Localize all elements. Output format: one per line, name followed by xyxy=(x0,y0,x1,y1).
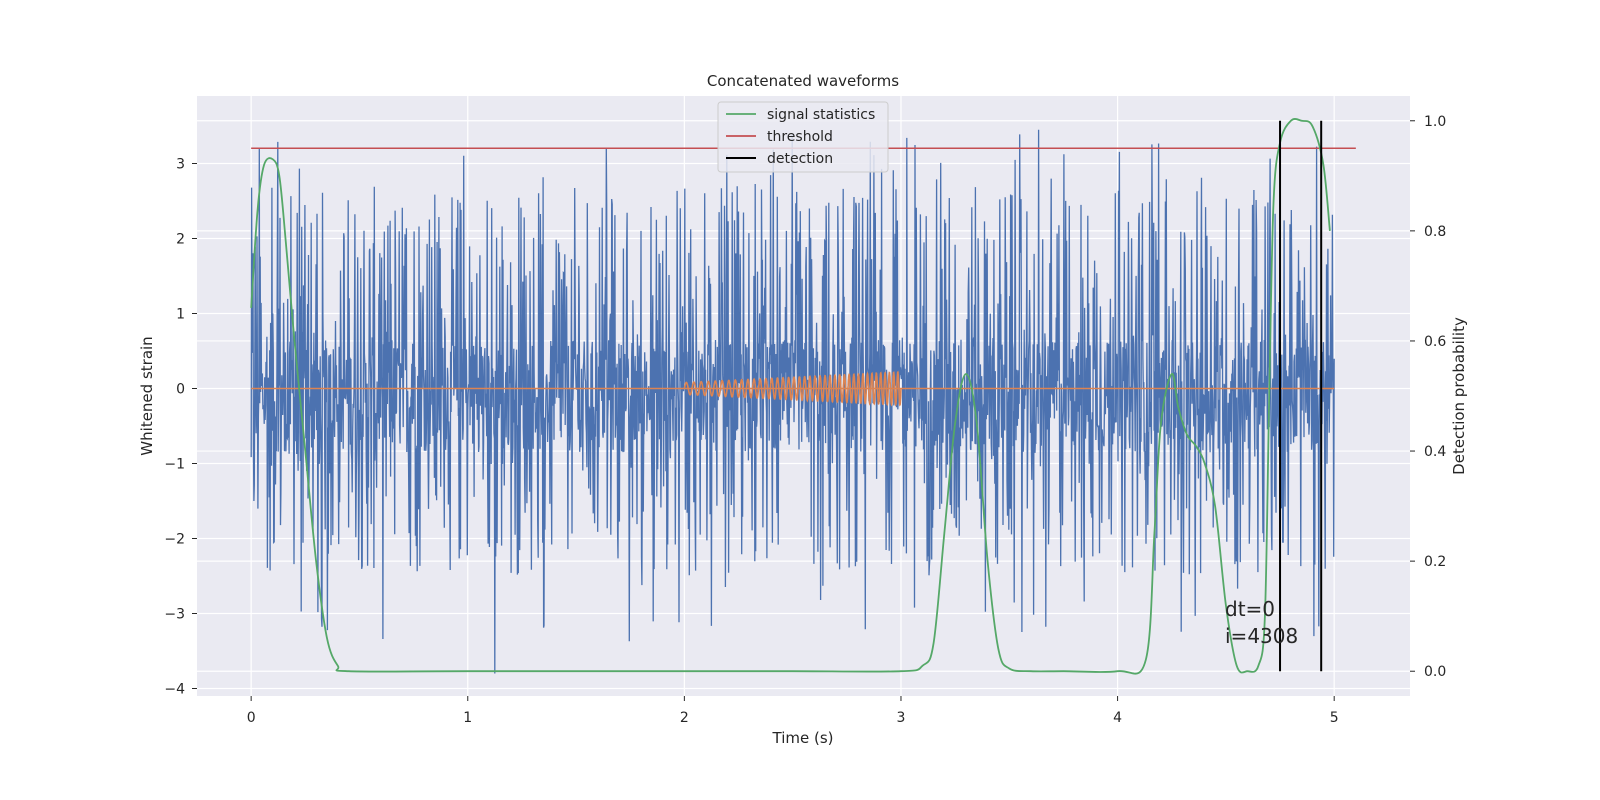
legend-label-detection: detection xyxy=(767,151,833,167)
x-tick-label: 5 xyxy=(1330,710,1339,726)
strain-series xyxy=(250,129,1335,674)
y2-axis-label: Detection probability xyxy=(1450,317,1468,475)
x-tick-label: 1 xyxy=(463,710,472,726)
y-tick-label: −1 xyxy=(164,457,185,473)
x-tick-label: 2 xyxy=(680,710,689,726)
x-ticks: 0 1 2 3 4 5 xyxy=(247,696,1339,726)
y-tick-label: −3 xyxy=(164,607,185,623)
y2-tick-label: 0.4 xyxy=(1424,444,1446,460)
x-tick-label: 3 xyxy=(897,710,906,726)
y2-ticks: 0.0 0.2 0.4 0.6 0.8 1.0 xyxy=(1410,114,1446,680)
y-tick-label: 1 xyxy=(176,307,185,323)
y2-tick-label: 0.0 xyxy=(1424,664,1446,680)
legend-box xyxy=(717,101,889,173)
annotation-dt: dt=0 xyxy=(1225,597,1275,621)
y2-tick-label: 0.8 xyxy=(1424,224,1446,240)
legend-label-signal-statistics: signal statistics xyxy=(767,107,875,123)
legend: signal statistics threshold detection xyxy=(717,101,889,173)
legend-label-threshold: threshold xyxy=(767,129,833,145)
x-tick-label: 4 xyxy=(1113,710,1122,726)
y-axis-label: Whitened strain xyxy=(138,336,156,455)
y-tick-label: −4 xyxy=(164,682,185,698)
y-tick-label: 2 xyxy=(176,232,185,248)
y2-tick-label: 1.0 xyxy=(1424,114,1446,130)
injection-series xyxy=(683,370,902,407)
annotation-index: i=4308 xyxy=(1225,624,1298,648)
y-tick-label: 3 xyxy=(176,157,185,173)
y2-tick-label: 0.6 xyxy=(1424,334,1446,350)
x-tick-label: 0 xyxy=(247,710,256,726)
y2-tick-label: 0.2 xyxy=(1424,554,1446,570)
detection-lines xyxy=(1279,120,1323,672)
y-ticks: −4 −3 −2 −1 0 1 2 3 xyxy=(164,157,197,698)
y-tick-label: 0 xyxy=(176,382,185,398)
x-axis-label: Time (s) xyxy=(772,729,834,747)
y-tick-label: −2 xyxy=(164,532,185,548)
chart-title: Concatenated waveforms xyxy=(707,72,899,90)
signal-statistics-series xyxy=(250,118,1331,675)
